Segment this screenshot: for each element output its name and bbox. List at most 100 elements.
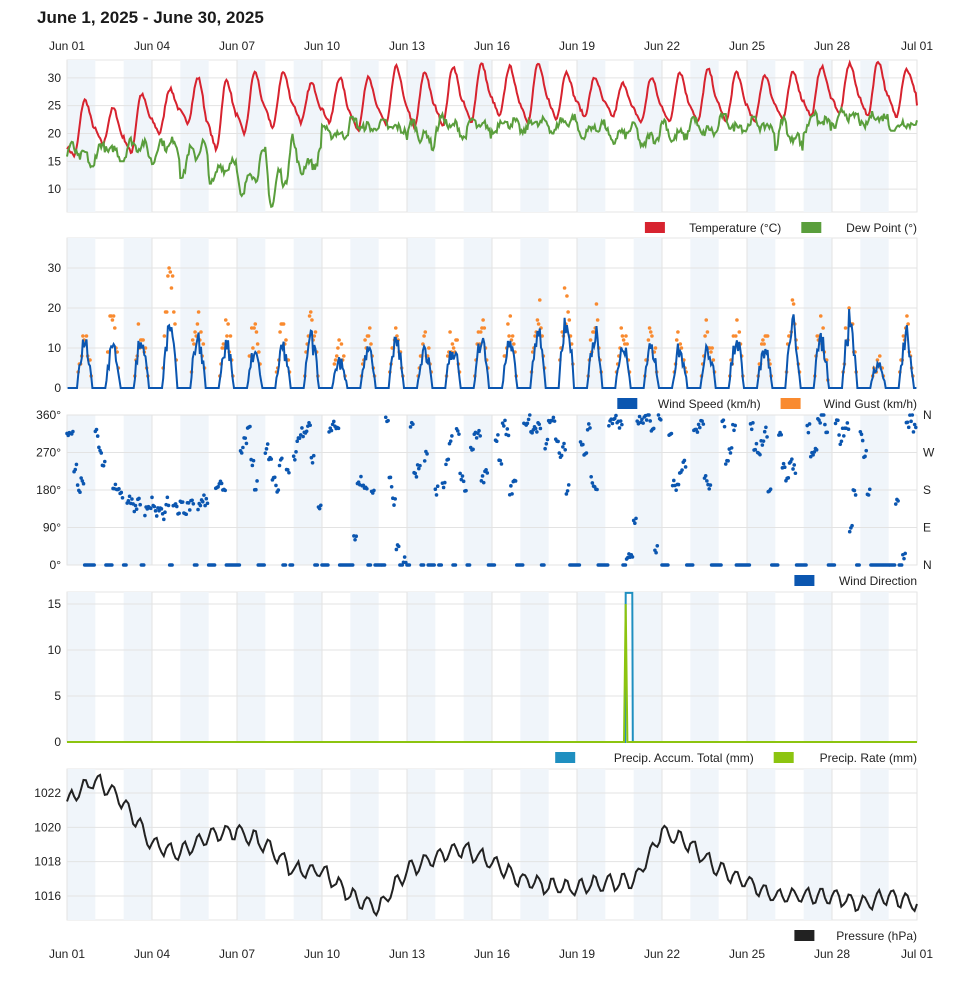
wind-gust-point — [369, 342, 373, 346]
wind-direction-point — [564, 492, 569, 496]
wind-direction-point — [191, 501, 196, 506]
temperature-line — [66, 59, 918, 159]
y-tick-label: 180° — [36, 483, 61, 497]
wind-direction-point — [143, 513, 147, 518]
wind-direction-point — [893, 502, 898, 506]
wind-direction-point — [308, 423, 312, 428]
wind-gust-point — [257, 350, 261, 354]
wind-direction-point — [912, 422, 917, 427]
wind-direction-point — [503, 418, 507, 423]
day-shade-band — [633, 592, 662, 742]
day-shade-band — [123, 238, 152, 388]
x-tick-label-top: Jun 04 — [134, 39, 170, 53]
legend-swatch — [644, 222, 665, 233]
wind-gust-point — [228, 334, 233, 338]
wind-direction-point — [811, 453, 815, 457]
wind-direction-point — [74, 462, 79, 467]
wind-direction-point — [623, 563, 628, 567]
wind-gust-point — [703, 334, 707, 338]
y-tick-label: 270° — [36, 446, 61, 460]
wind-direction-point — [315, 563, 320, 567]
wind-gust-point — [843, 326, 848, 330]
wind-direction-point — [280, 456, 284, 461]
wind-gust-point — [366, 334, 371, 338]
wind-direction-point — [204, 496, 209, 501]
wind-direction-point — [78, 490, 82, 495]
x-tick-label-bottom: Jun 01 — [49, 947, 85, 961]
wind-gust-point — [196, 310, 201, 314]
y-tick-label: 1018 — [34, 855, 61, 869]
wind-direction-point — [433, 487, 438, 492]
wind-gust-point — [877, 354, 882, 358]
wind-direction-point — [80, 479, 85, 483]
x-tick-label-top: Jun 22 — [644, 39, 680, 53]
day-shade-band — [860, 238, 889, 388]
day-shade-band — [293, 60, 322, 212]
wind-gust-point — [653, 346, 658, 350]
day-shade-band — [520, 592, 549, 742]
wind-direction-point — [177, 511, 181, 516]
wind-direction-point — [417, 466, 421, 471]
wind-direction-point — [505, 427, 510, 431]
wind-direction-point — [526, 417, 531, 422]
wind-gust-point — [821, 326, 825, 330]
wind-gust-point — [221, 342, 226, 346]
wind-direction-point — [350, 563, 355, 567]
chart-title: June 1, 2025 - June 30, 2025 — [37, 8, 264, 27]
legend-label: Wind Gust (km/h) — [824, 397, 917, 411]
legend-swatch — [773, 752, 794, 763]
wind-direction-point — [892, 563, 897, 567]
wind-gust-point — [567, 318, 572, 322]
wind-direction-point — [838, 442, 843, 447]
wind-direction-point — [863, 454, 867, 459]
wind-gust-point — [255, 342, 260, 346]
y-tick-label: 5 — [54, 689, 61, 703]
x-tick-label-bottom: Jun 22 — [644, 947, 680, 961]
wind-direction-point — [421, 563, 426, 567]
wind-direction-point — [81, 481, 86, 486]
wind-gust-point — [170, 274, 175, 278]
wind-direction-point — [195, 563, 199, 567]
y-tick-label: 20 — [48, 126, 62, 140]
wind-direction-point — [578, 440, 583, 444]
wind-gust-point — [790, 298, 795, 302]
wind-gust-point — [648, 330, 653, 334]
day-shade-band — [123, 592, 152, 742]
wind-direction-point — [729, 446, 734, 450]
wind-direction-point — [790, 457, 794, 461]
wind-direction-point — [413, 471, 418, 476]
wind-gust-point — [565, 294, 569, 298]
wind-gust-point — [363, 338, 367, 342]
wind-direction-point — [760, 443, 765, 447]
wind-direction-point — [764, 425, 768, 430]
wind-gust-point — [875, 358, 880, 362]
wind-direction-point — [407, 563, 412, 567]
wind-direction-point — [559, 453, 564, 458]
wind-direction-point — [728, 451, 733, 455]
x-tick-label-bottom: Jun 16 — [474, 947, 510, 961]
day-shade-band — [123, 60, 152, 212]
x-tick-label-bottom: Jun 19 — [559, 947, 595, 961]
wind-direction-point — [99, 451, 104, 455]
wind-direction-point — [411, 422, 415, 426]
wind-direction-point — [394, 547, 399, 552]
wind-direction-point — [589, 474, 593, 479]
wind-gust-point — [136, 322, 141, 326]
wind-direction-point — [354, 534, 359, 539]
wind-direction-point — [506, 433, 511, 438]
wind-direction-point — [425, 452, 429, 456]
wind-direction-point — [509, 484, 513, 488]
wind-direction-point — [304, 429, 309, 434]
wind-direction-point — [165, 495, 170, 500]
legend-label: Wind Direction — [839, 574, 917, 588]
wind-direction-point — [700, 419, 704, 423]
wind-direction-point — [359, 474, 363, 479]
wind-direction-point — [464, 488, 468, 493]
y-right-tick-label: N — [923, 408, 932, 422]
wind-direction-point — [680, 468, 684, 472]
day-shade-band — [860, 769, 889, 920]
wind-gust-point — [455, 338, 459, 342]
wind-gust-point — [481, 318, 485, 322]
wind-direction-point — [127, 494, 132, 499]
